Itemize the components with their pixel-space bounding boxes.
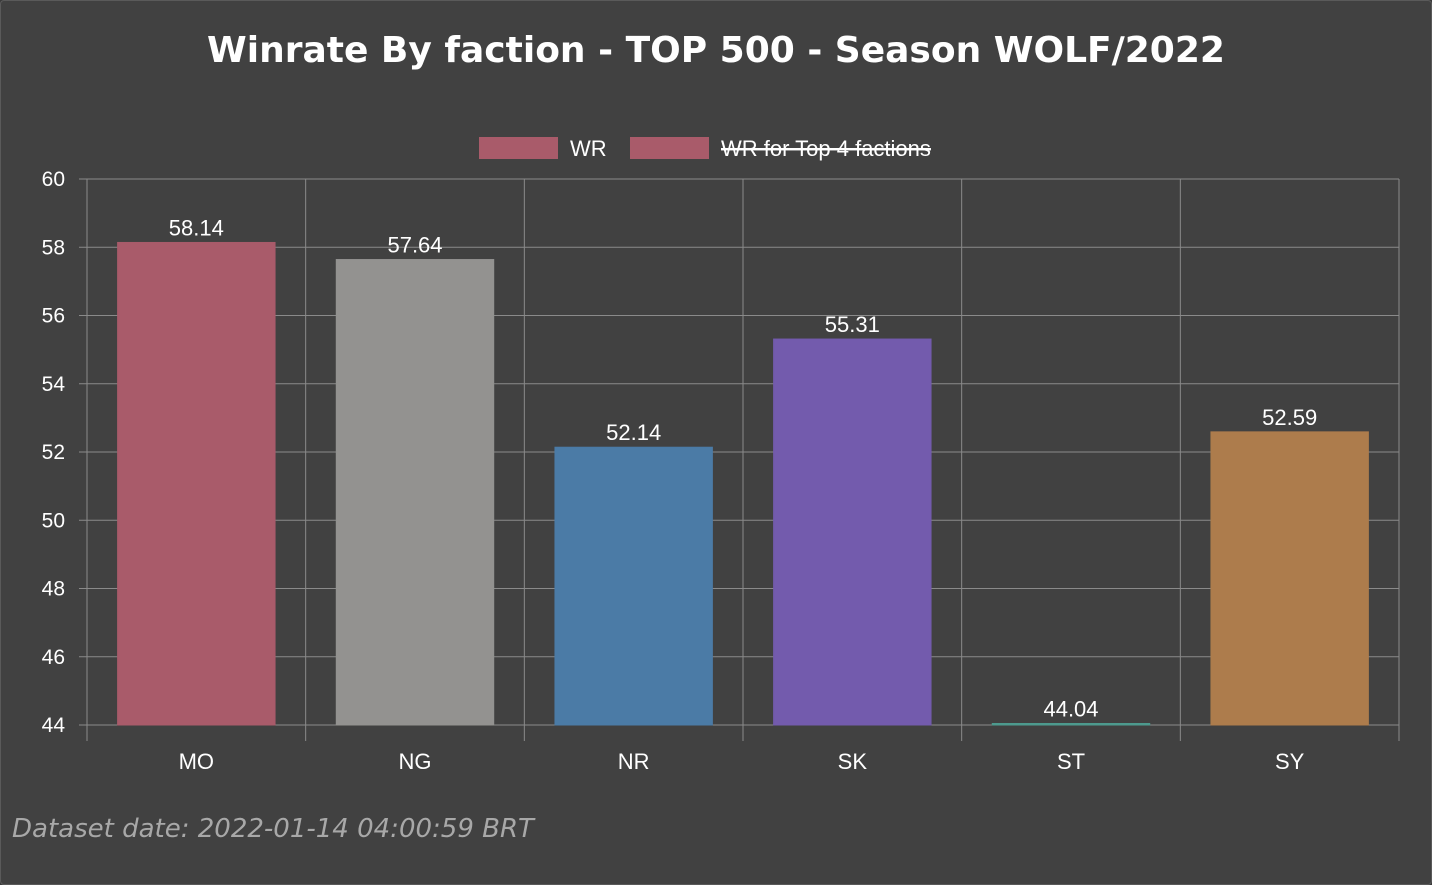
y-tick-label: 48 (42, 578, 65, 601)
bars: 58.14 57.64 52.14 55.31 44.04 52.59 (117, 215, 1369, 726)
bar-sk[interactable] (773, 338, 932, 726)
y-tick-label: 54 (42, 373, 66, 396)
bar-st[interactable] (991, 723, 1151, 726)
legend: WR WR for Top 4 factions (479, 136, 931, 161)
y-tick-label: 50 (42, 509, 65, 532)
x-tick-label: ST (1057, 749, 1085, 774)
value-label: 52.59 (1262, 405, 1317, 430)
x-tick-label: NR (618, 749, 650, 774)
value-label: 57.64 (387, 233, 442, 258)
bar-sy[interactable] (1210, 431, 1369, 726)
bar-ng[interactable] (335, 259, 495, 726)
y-axis: 60 58 56 54 52 50 48 46 44 (42, 168, 66, 737)
value-label: 58.14 (169, 215, 224, 240)
value-label: 52.14 (606, 420, 661, 445)
value-label: 55.31 (825, 312, 880, 337)
grid (79, 178, 1400, 741)
x-tick-label: SK (838, 749, 868, 774)
bar-mo[interactable] (117, 241, 276, 726)
chart-title: Winrate By faction - TOP 500 - Season WO… (207, 30, 1225, 71)
legend-item-label[interactable]: WR (570, 136, 607, 161)
y-tick-label: 60 (42, 168, 65, 191)
y-tick-label: 44 (42, 714, 66, 737)
y-tick-label: 52 (42, 441, 65, 464)
legend-swatch[interactable] (479, 137, 558, 159)
legend-swatch[interactable] (630, 137, 709, 159)
y-tick-label: 58 (42, 236, 65, 259)
y-tick-label: 56 (42, 305, 65, 328)
y-tick-label: 46 (42, 646, 65, 669)
dataset-date: Dataset date: 2022-01-14 04:00:59 BRT (12, 814, 534, 844)
x-tick-label: NG (399, 749, 432, 774)
x-tick-label: SY (1275, 749, 1305, 774)
x-tick-label: MO (179, 749, 214, 774)
bar-nr[interactable] (554, 446, 713, 726)
value-label: 44.04 (1043, 697, 1098, 722)
x-axis: MO NG NR SK ST SY (179, 749, 1305, 774)
